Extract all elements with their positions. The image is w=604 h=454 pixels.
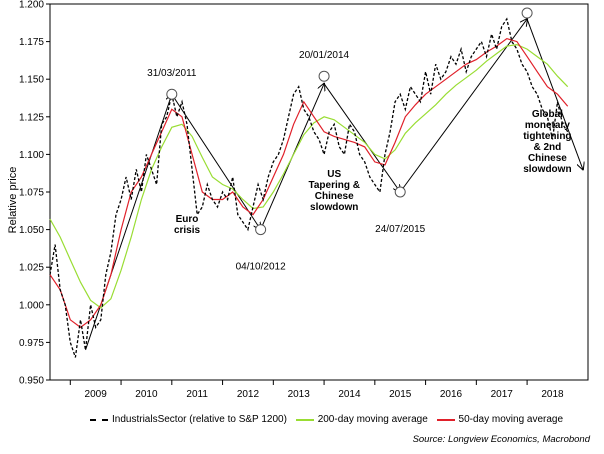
annotation-line: Chinese bbox=[528, 153, 567, 164]
peak-marker bbox=[166, 88, 178, 100]
legend-label-50day: 50-day moving average bbox=[458, 414, 564, 425]
peak-marker bbox=[394, 186, 406, 198]
x-tick-label: 2013 bbox=[288, 389, 311, 400]
peak-marker bbox=[521, 7, 533, 19]
legend-swatch-200day bbox=[295, 418, 314, 421]
y-tick-label: 1.100 bbox=[19, 150, 44, 161]
legend: IndustrialsSector (relative to S&P 1200)… bbox=[84, 414, 563, 425]
peak-marker bbox=[255, 224, 267, 236]
y-axis-label: Relative price bbox=[7, 167, 19, 234]
annotation-line: Euro bbox=[176, 214, 199, 225]
annotation-line: crisis bbox=[174, 225, 201, 236]
legend-swatch-industrials bbox=[90, 418, 108, 421]
y-tick-label: 0.950 bbox=[19, 376, 44, 387]
y-tick-label: 1.075 bbox=[19, 188, 44, 199]
y-tick-label: 0.975 bbox=[19, 338, 44, 349]
x-tick-label: 2012 bbox=[237, 389, 260, 400]
x-tick-label: 2016 bbox=[440, 389, 463, 400]
peak-date-label: 31/03/2011 bbox=[147, 68, 197, 79]
legend-swatch-50day bbox=[436, 418, 455, 421]
y-tick-label: 1.125 bbox=[19, 112, 44, 123]
peak-marker bbox=[318, 70, 330, 82]
annotation-line: slowdown bbox=[310, 202, 358, 213]
x-tick-label: 2010 bbox=[135, 389, 158, 400]
peak-date-label: 24/07/2015 bbox=[375, 224, 425, 235]
annotation-line: Tapering & bbox=[308, 180, 359, 191]
annotation-line: monetary bbox=[525, 120, 570, 131]
x-tick-label: 2015 bbox=[389, 389, 412, 400]
trend-arrow bbox=[323, 83, 400, 192]
annotation-line: US bbox=[327, 169, 341, 180]
annotation-line: tightening bbox=[523, 131, 571, 142]
trend-arrow bbox=[171, 93, 261, 229]
trend-arrow bbox=[85, 94, 172, 351]
series-line-1 bbox=[49, 43, 569, 309]
y-tick-label: 1.150 bbox=[19, 75, 44, 86]
series-line-0 bbox=[49, 17, 569, 358]
y-tick-label: 1.200 bbox=[19, 0, 44, 11]
x-tick-label: 2018 bbox=[541, 389, 564, 400]
peak-date-label: 20/01/2014 bbox=[299, 50, 349, 61]
peak-date-label: 04/10/2012 bbox=[236, 262, 286, 273]
legend-label-industrials: IndustrialsSector (relative to S&P 1200) bbox=[112, 414, 287, 425]
y-tick-label: 1.000 bbox=[19, 300, 44, 311]
x-tick-label: 2014 bbox=[338, 389, 361, 400]
x-tick-label: 2011 bbox=[186, 389, 208, 400]
source-note: Source: Longview Economics, Macrobond bbox=[412, 434, 590, 445]
legend-label-200day: 200-day moving average bbox=[317, 414, 428, 425]
y-tick-label: 1.175 bbox=[19, 37, 44, 48]
annotation-line: slowdown bbox=[523, 164, 571, 175]
annotation-line: & 2nd bbox=[534, 142, 562, 153]
x-tick-label: 2017 bbox=[491, 389, 514, 400]
trend-arrow bbox=[399, 19, 527, 193]
y-tick-label: 1.025 bbox=[19, 263, 44, 274]
series-line-2 bbox=[49, 37, 569, 329]
annotation-line: Chinese bbox=[315, 191, 354, 202]
trend-arrow bbox=[526, 18, 583, 169]
x-tick-label: 2009 bbox=[85, 389, 108, 400]
y-tick-label: 1.050 bbox=[19, 225, 44, 236]
annotation-line: Global bbox=[532, 109, 563, 120]
